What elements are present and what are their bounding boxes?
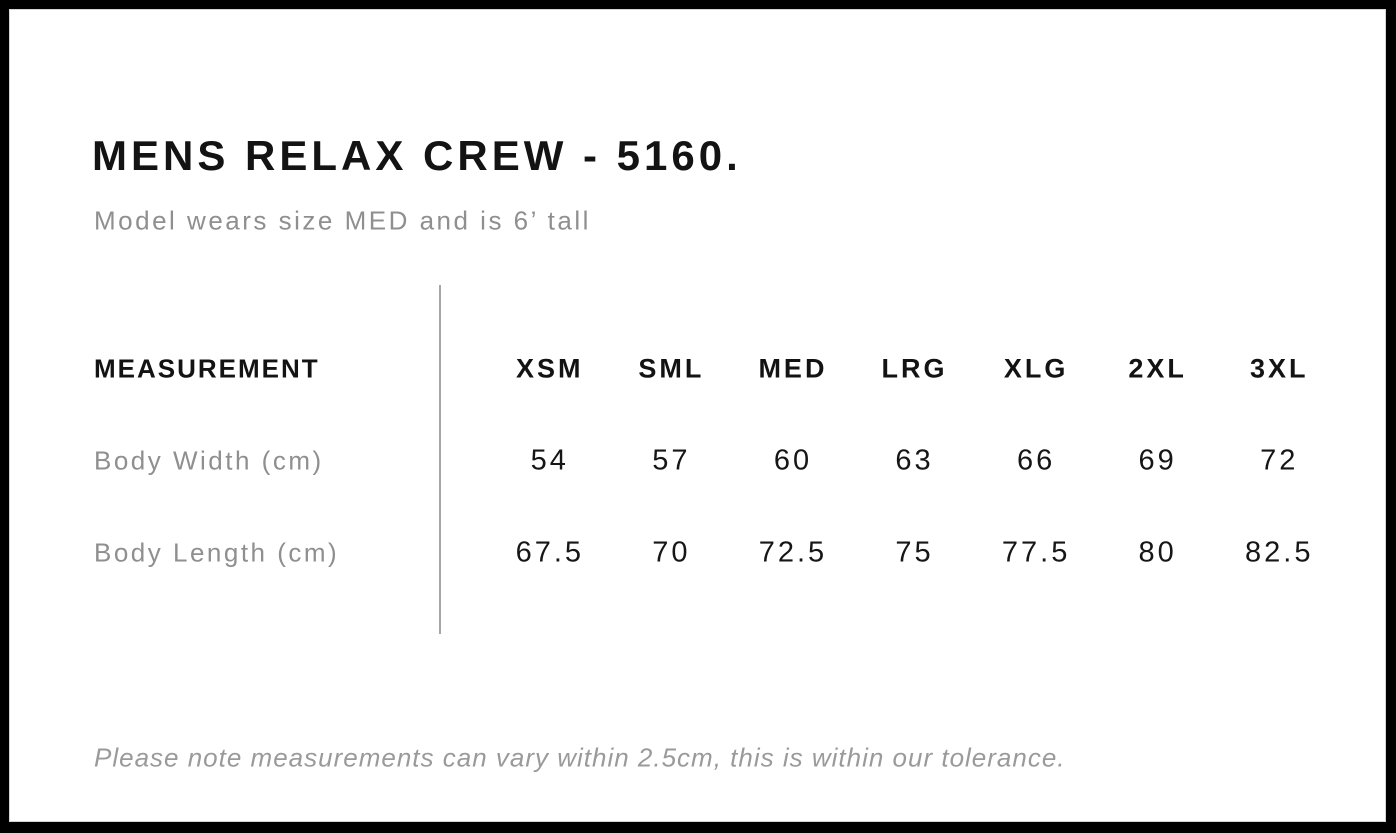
body-width-xsm: 54 — [530, 444, 569, 477]
model-info-text: Model wears size MED and is 6’ tall — [94, 205, 591, 236]
body-length-values: 67.5 70 72.5 75 77.5 80 82.5 — [489, 537, 1340, 570]
table-row-body-width: Body Width (cm) 54 57 60 63 66 69 72 — [94, 445, 1340, 478]
page-title: MENS RELAX CREW - 5160. — [92, 132, 742, 180]
body-width-3xl: 72 — [1260, 444, 1299, 477]
body-length-xlg: 77.5 — [1001, 536, 1071, 569]
body-width-xlg: 66 — [1016, 444, 1056, 477]
measurement-column-header: MEASUREMENT — [94, 353, 320, 384]
body-width-med: 60 — [773, 444, 813, 477]
body-length-sml: 70 — [652, 536, 691, 569]
body-length-2xl: 80 — [1138, 536, 1177, 569]
size-header-2xl: 2XL — [1128, 353, 1187, 384]
body-length-med: 72.5 — [758, 536, 828, 569]
body-width-sml: 57 — [652, 444, 691, 477]
body-width-values: 54 57 60 63 66 69 72 — [489, 445, 1340, 478]
size-table-header-row: MEASUREMENT XSM SML MED LRG XLG 2XL 3XL — [94, 354, 1340, 385]
row-label-body-width: Body Width (cm) — [94, 445, 324, 476]
size-header-cells: XSM SML MED LRG XLG 2XL 3XL — [489, 354, 1340, 385]
body-width-2xl: 69 — [1138, 444, 1177, 477]
body-length-3xl: 82.5 — [1245, 536, 1314, 569]
row-label-body-length: Body Length (cm) — [94, 537, 340, 568]
body-length-lrg: 75 — [895, 536, 934, 569]
size-header-3xl: 3XL — [1249, 353, 1309, 384]
body-width-lrg: 63 — [895, 444, 934, 477]
table-row-body-length: Body Length (cm) 67.5 70 72.5 75 77.5 80… — [94, 537, 1340, 570]
size-header-sml: SML — [638, 353, 705, 384]
body-length-xsm: 67.5 — [515, 536, 585, 569]
size-header-xsm: XSM — [516, 353, 584, 384]
size-header-xlg: XLG — [1003, 353, 1069, 384]
table-divider-line — [439, 285, 441, 634]
size-header-lrg: LRG — [881, 353, 948, 384]
tolerance-note: Please note measurements can vary within… — [94, 742, 1066, 773]
size-header-med: MED — [758, 353, 828, 384]
